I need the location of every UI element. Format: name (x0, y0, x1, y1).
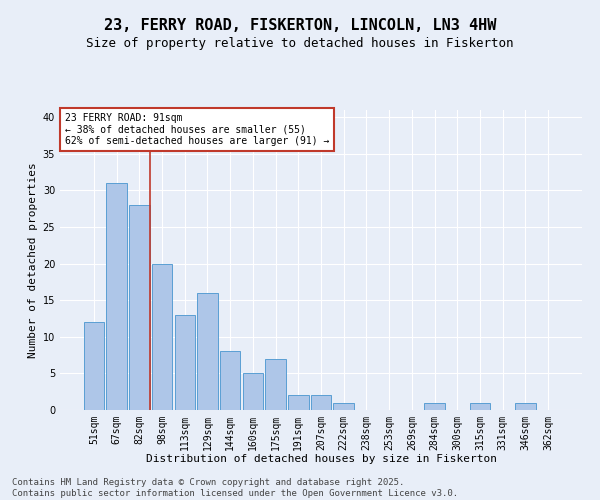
Bar (288, 396, 308, 410)
Bar (106, 183, 127, 410)
Bar (220, 352, 241, 410)
Bar (311, 396, 331, 410)
Bar (84, 322, 104, 410)
Bar (129, 205, 149, 410)
Y-axis label: Number of detached properties: Number of detached properties (28, 162, 38, 358)
Text: 23 FERRY ROAD: 91sqm
← 38% of detached houses are smaller (55)
62% of semi-detac: 23 FERRY ROAD: 91sqm ← 38% of detached h… (65, 113, 329, 146)
Bar (470, 402, 490, 410)
Text: Contains HM Land Registry data © Crown copyright and database right 2025.
Contai: Contains HM Land Registry data © Crown c… (12, 478, 458, 498)
X-axis label: Distribution of detached houses by size in Fiskerton: Distribution of detached houses by size … (146, 454, 497, 464)
Text: Size of property relative to detached houses in Fiskerton: Size of property relative to detached ho… (86, 38, 514, 51)
Bar (265, 359, 286, 410)
Bar (515, 402, 536, 410)
Bar (424, 402, 445, 410)
Bar (334, 402, 354, 410)
Bar (152, 264, 172, 410)
Bar (242, 374, 263, 410)
Bar (197, 293, 218, 410)
Bar (175, 315, 195, 410)
Text: 23, FERRY ROAD, FISKERTON, LINCOLN, LN3 4HW: 23, FERRY ROAD, FISKERTON, LINCOLN, LN3 … (104, 18, 496, 32)
